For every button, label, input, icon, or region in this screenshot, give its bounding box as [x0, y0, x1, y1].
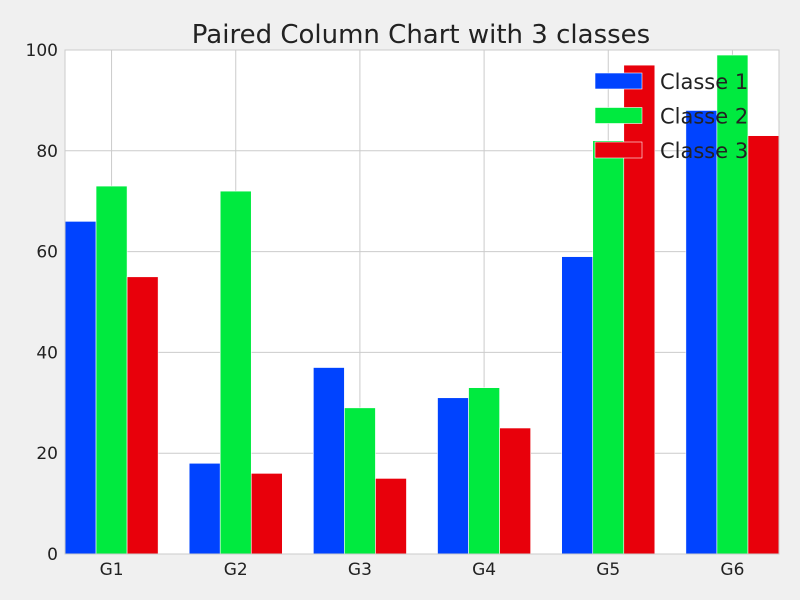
bar-2-G3 — [344, 407, 376, 555]
bar-3-G4 — [499, 427, 531, 555]
legend-label: Classe 3 — [660, 139, 748, 163]
bar-3-G3 — [375, 478, 407, 555]
y-tick-label: 80 — [36, 142, 58, 162]
bar-1-G4 — [437, 397, 469, 555]
x-tick-label: G2 — [224, 560, 248, 580]
y-tick-label: 100 — [26, 41, 58, 61]
bar-2-G1 — [95, 185, 128, 555]
bar-1-G2 — [188, 462, 221, 555]
x-axis-ticks: G1 G2 G3 G4 G5 G6 — [100, 560, 745, 580]
x-tick-label: G5 — [596, 560, 620, 580]
chart-title: Paired Column Chart with 3 classes — [192, 20, 650, 50]
x-tick-label: G4 — [472, 560, 496, 580]
legend-label: Classe 2 — [660, 105, 748, 129]
bar-2-G6 — [716, 54, 749, 555]
bar-3-G1 — [126, 276, 159, 555]
bar-1-G6 — [685, 110, 718, 555]
bars — [64, 54, 780, 555]
plot-frame — [64, 49, 780, 555]
bar-2-G2 — [219, 190, 252, 555]
legend-swatch — [594, 72, 643, 90]
bar-1-G1 — [64, 221, 97, 555]
x-tick-label: G3 — [348, 560, 372, 580]
bar-2-G5 — [592, 140, 625, 555]
x-tick-label: G6 — [720, 560, 744, 580]
legend-label: Classe 1 — [660, 70, 748, 94]
y-tick-label: 60 — [36, 243, 58, 263]
bar-3-G6 — [747, 135, 780, 555]
legend: Classe 1 Classe 2 Classe 3 — [594, 70, 748, 163]
legend-swatch — [594, 107, 643, 124]
bar-2-G4 — [468, 387, 500, 555]
bar-1-G3 — [313, 367, 345, 555]
y-tick-label: 40 — [36, 343, 58, 363]
bar-3-G5 — [623, 64, 656, 555]
y-tick-label: 0 — [47, 545, 58, 565]
bar-3-G2 — [250, 473, 283, 555]
x-tick-label: G1 — [100, 560, 124, 580]
y-tick-label: 20 — [36, 444, 58, 464]
bar-1-G5 — [561, 256, 594, 555]
legend-swatch — [594, 141, 643, 159]
y-axis-ticks: 0 20 40 60 80 100 — [26, 41, 58, 565]
plot-background — [65, 50, 779, 554]
